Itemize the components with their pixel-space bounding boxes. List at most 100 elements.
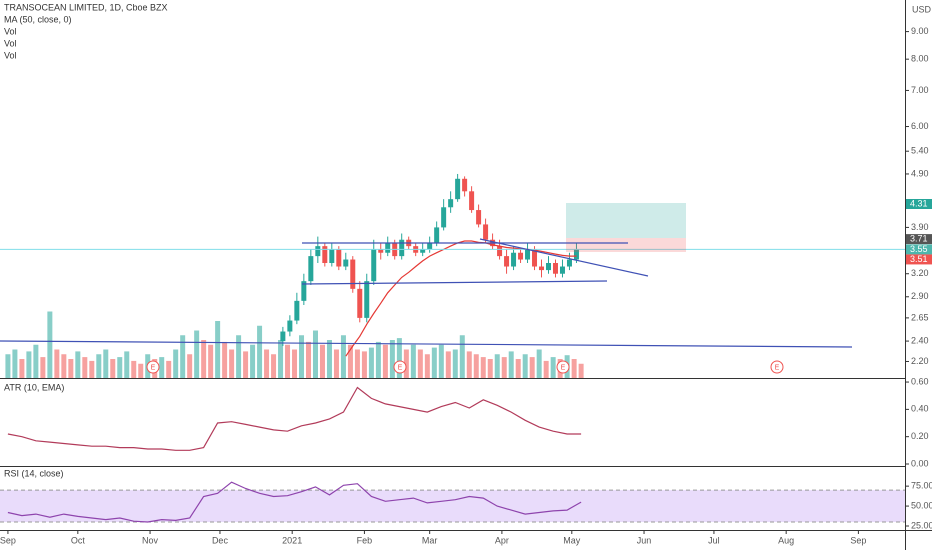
price-badge bbox=[906, 198, 932, 209]
volume-bar bbox=[543, 360, 549, 378]
candle-body bbox=[462, 178, 468, 192]
volume-bar bbox=[368, 347, 374, 378]
y-tick-label: 3.90 bbox=[911, 222, 929, 232]
candle-body bbox=[434, 227, 440, 243]
price-badge-label: 4.31 bbox=[910, 198, 928, 208]
volume-bar bbox=[26, 351, 32, 378]
volume-bar bbox=[347, 344, 353, 378]
x-tick-label: Jun bbox=[637, 535, 652, 545]
volume-bar bbox=[138, 363, 144, 378]
x-tick-label: May bbox=[563, 535, 581, 545]
volume-bar bbox=[487, 359, 493, 378]
volume-bar bbox=[480, 357, 486, 378]
x-tick-label: Oct bbox=[71, 535, 86, 545]
legend: MA (50, close, 0) bbox=[4, 14, 72, 24]
volume-bar bbox=[96, 354, 102, 378]
candle-body bbox=[497, 246, 503, 257]
volume-bar bbox=[417, 349, 423, 378]
candle-body bbox=[566, 259, 572, 267]
volume-bar bbox=[54, 349, 60, 378]
trendline bbox=[301, 280, 608, 285]
volume-bar bbox=[473, 354, 479, 378]
volume-bar bbox=[292, 349, 298, 378]
volume-bar bbox=[333, 349, 339, 378]
candle-body bbox=[343, 259, 349, 267]
volume-bar bbox=[466, 351, 472, 378]
x-tick-label: Aug bbox=[778, 535, 794, 545]
volume-bar bbox=[61, 354, 67, 378]
x-tick-label: Apr bbox=[495, 535, 509, 545]
candle-body bbox=[532, 249, 538, 267]
y-tick-label: 0.40 bbox=[911, 404, 929, 414]
volume-bar bbox=[131, 360, 137, 378]
rsi-band bbox=[0, 490, 905, 523]
candle-body bbox=[399, 239, 405, 257]
candle-body bbox=[357, 288, 363, 318]
y-tick-label: 2.20 bbox=[911, 356, 929, 366]
volume-bar bbox=[515, 359, 521, 378]
y-tick-label: 0.60 bbox=[911, 376, 929, 386]
earnings-label: E bbox=[561, 364, 566, 371]
volume-bar bbox=[431, 347, 437, 378]
volume-bar bbox=[180, 335, 186, 378]
volume-bar bbox=[326, 340, 332, 378]
x-tick-label: Sep bbox=[850, 535, 866, 545]
candle-body bbox=[539, 266, 545, 271]
candle-body bbox=[315, 246, 321, 257]
volume-bar bbox=[319, 344, 325, 378]
volume-bar bbox=[222, 341, 228, 378]
price-badge-label: 3.71 bbox=[910, 233, 928, 243]
price-badge-label: 3.51 bbox=[910, 254, 928, 264]
candle-body bbox=[329, 249, 335, 264]
volume-bar bbox=[257, 325, 263, 378]
volume-bar bbox=[194, 330, 200, 378]
candle-body bbox=[504, 256, 510, 267]
volume-bar bbox=[40, 357, 46, 378]
y-tick-label: 0.20 bbox=[911, 431, 929, 441]
volume-bar bbox=[571, 359, 577, 378]
volume-bar bbox=[229, 349, 235, 378]
candle-body bbox=[378, 249, 384, 253]
volume-bar bbox=[445, 351, 451, 378]
volume-bar bbox=[410, 344, 416, 378]
price-badge bbox=[906, 244, 932, 255]
volume-bar bbox=[501, 357, 507, 378]
volume-bar bbox=[361, 351, 367, 378]
candle-body bbox=[336, 249, 342, 267]
currency: USD bbox=[912, 4, 932, 14]
candle-body bbox=[294, 300, 300, 321]
price-badge bbox=[906, 254, 932, 265]
volume-bar bbox=[117, 357, 123, 378]
volume-bar bbox=[459, 335, 465, 378]
volume-bar bbox=[110, 359, 116, 378]
volume-bar bbox=[403, 349, 409, 378]
volume-bar bbox=[424, 354, 430, 378]
loss-zone bbox=[566, 238, 686, 252]
volume-bar bbox=[550, 357, 556, 378]
y-tick-label: 0.00 bbox=[911, 458, 929, 468]
volume-bar bbox=[396, 338, 402, 378]
y-tick-label: 6.00 bbox=[911, 121, 929, 131]
y-tick-label: 25.00 bbox=[911, 520, 932, 530]
volume-bar bbox=[299, 335, 305, 378]
x-tick-label: Jul bbox=[708, 535, 720, 545]
y-tick-label: 4.90 bbox=[911, 168, 929, 178]
x-tick-label: 2021 bbox=[282, 535, 302, 545]
volume-bar bbox=[306, 341, 312, 378]
y-tick-label: 2.40 bbox=[911, 335, 929, 345]
earnings-label: E bbox=[151, 364, 156, 371]
x-tick-label: Nov bbox=[142, 535, 159, 545]
volume-bar bbox=[536, 349, 542, 378]
candle-body bbox=[427, 242, 433, 250]
x-tick-label: Feb bbox=[357, 535, 373, 545]
y-tick-label: 50.00 bbox=[911, 500, 932, 510]
volume-bar bbox=[33, 344, 39, 378]
candle-body bbox=[552, 263, 558, 274]
volume-bar bbox=[312, 330, 318, 378]
volume-bar bbox=[354, 349, 360, 378]
candle-body bbox=[371, 249, 377, 282]
earnings-label: E bbox=[398, 364, 403, 371]
x-tick-label: Dec bbox=[212, 535, 229, 545]
